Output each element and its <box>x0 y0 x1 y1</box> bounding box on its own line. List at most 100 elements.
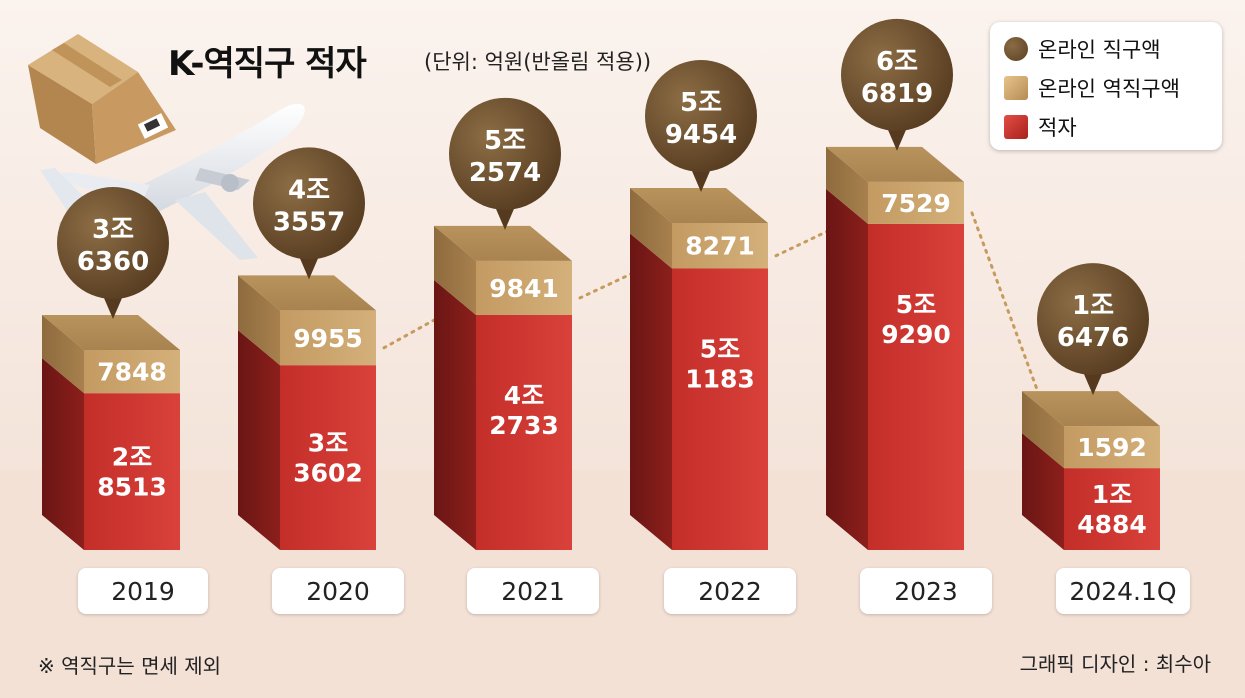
bar-reverse-side <box>826 146 868 224</box>
bar-reverse-side <box>1022 391 1064 469</box>
deficit-value-label-eok: 9290 <box>881 320 951 349</box>
bar-reverse <box>280 310 376 366</box>
bar-deficit <box>1064 468 1160 550</box>
year-label-2020: 2020 <box>272 568 404 614</box>
bar-deficit <box>672 268 768 550</box>
bar-top-cap <box>826 146 964 182</box>
legend-item-deficit: 적자 <box>1004 112 1077 142</box>
bar-top-cap <box>1022 391 1160 427</box>
trend-dotted-line <box>382 296 476 350</box>
bar-deficit <box>84 393 180 550</box>
bar-deficit-side <box>1022 433 1064 550</box>
deficit-value-label-jo: 4조 <box>504 381 544 410</box>
parcel-box-icon <box>28 34 176 164</box>
deficit-value-label-eok: 2733 <box>489 411 559 440</box>
direct-value-label-jo: 6조 <box>876 47 918 77</box>
direct-value-label-eok: 2574 <box>469 158 541 188</box>
reverse-value-label: 1592 <box>1077 433 1147 462</box>
bar-reverse <box>868 181 964 224</box>
reverse-value-label: 7848 <box>97 358 167 387</box>
direct-value-label-eok: 6360 <box>77 247 149 277</box>
deficit-value-label-jo: 5조 <box>700 334 740 363</box>
chart-unit: (단위: 억원(반올림 적용)) <box>424 50 652 74</box>
direct-value-label-jo: 1조 <box>1072 291 1114 321</box>
deficit-value-label-jo: 3조 <box>308 429 348 458</box>
bar-deficit <box>868 223 964 550</box>
direct-value-label-eok: 6819 <box>861 79 933 109</box>
legend-swatch-deficit <box>1004 115 1028 139</box>
bar-top-cap <box>238 275 376 311</box>
legend-item-direct: 온라인 직구액 <box>1004 34 1161 64</box>
reverse-value-label: 7529 <box>881 189 951 218</box>
year-label-2019: 2019 <box>78 568 208 614</box>
chart-title: K-역직구 적자 <box>168 44 367 84</box>
bar-reverse <box>1064 426 1160 469</box>
deficit-value-label-eok: 1183 <box>685 364 755 393</box>
direct-value-label-eok: 9454 <box>665 120 737 150</box>
year-label-2021: 2021 <box>467 568 599 614</box>
direct-pin-circle <box>253 147 365 260</box>
bar-top-cap <box>42 315 180 351</box>
bar-reverse-side <box>42 315 84 394</box>
direct-value-label-jo: 5조 <box>680 88 722 118</box>
bar-reverse <box>476 260 572 315</box>
legend-label-direct: 온라인 직구액 <box>1038 38 1161 62</box>
bar-top-cap <box>434 225 572 261</box>
reverse-value-label: 8271 <box>685 232 755 261</box>
year-label-2023: 2023 <box>860 568 992 614</box>
direct-value-label-jo: 5조 <box>484 126 526 156</box>
legend-label-reverse: 온라인 역직구액 <box>1038 77 1180 101</box>
bar-top-cap <box>630 188 768 224</box>
deficit-value-label-jo: 5조 <box>896 290 936 319</box>
bar-deficit <box>280 365 376 550</box>
bar-reverse <box>84 350 180 394</box>
bar-reverse-side <box>238 275 280 366</box>
bar-deficit-side <box>630 233 672 550</box>
deficit-value-label-eok: 4884 <box>1077 510 1147 539</box>
direct-value-label-jo: 4조 <box>288 175 330 205</box>
direct-pin-circle <box>841 18 953 131</box>
legend-swatch-reverse <box>1004 76 1028 100</box>
direct-pin-circle <box>645 60 757 173</box>
deficit-value-label-eok: 3602 <box>293 459 363 488</box>
legend-item-reverse: 온라인 역직구액 <box>1004 73 1180 103</box>
bar-reverse-side <box>434 225 476 315</box>
deficit-value-label-jo: 2조 <box>112 443 152 472</box>
footnote: ※ 역직구는 면세 제외 <box>38 654 222 678</box>
legend-swatch-direct <box>1004 37 1028 61</box>
legend: 온라인 직구액 온라인 역직구액 적자 <box>990 22 1222 150</box>
bar-deficit-side <box>434 279 476 550</box>
direct-pin-circle <box>449 97 561 210</box>
direct-pin-circle <box>1037 263 1149 376</box>
legend-label-deficit: 적자 <box>1038 116 1077 140</box>
graphic-credit: 그래픽 디자인 : 최수아 <box>1019 652 1211 676</box>
deficit-value-label-eok: 8513 <box>97 473 167 502</box>
bar-deficit-side <box>42 358 84 550</box>
reverse-value-label: 9841 <box>489 274 559 303</box>
direct-pin-circle <box>57 187 169 300</box>
direct-value-label-eok: 3557 <box>273 207 345 237</box>
bar-deficit-side <box>826 188 868 550</box>
deficit-value-label-jo: 1조 <box>1092 480 1132 509</box>
reverse-value-label: 9955 <box>293 324 363 353</box>
direct-value-label-jo: 3조 <box>92 215 134 245</box>
year-label-2022: 2022 <box>664 568 796 614</box>
bar-reverse-side <box>630 188 672 269</box>
bar-deficit <box>476 314 572 550</box>
direct-value-label-eok: 6476 <box>1057 323 1129 353</box>
year-label-2024-1q: 2024.1Q <box>1056 568 1190 614</box>
bar-reverse <box>672 223 768 269</box>
